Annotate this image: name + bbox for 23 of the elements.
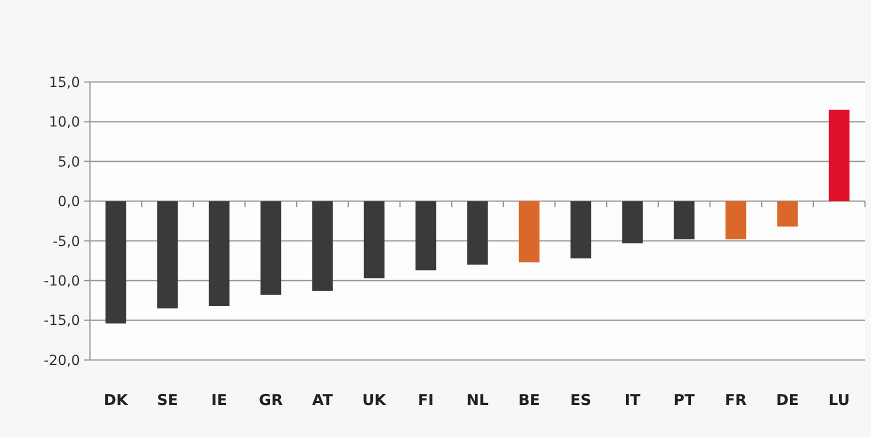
x-tick-label: SE <box>156 391 178 409</box>
x-tick-label: NL <box>466 391 489 409</box>
x-tick-label: DE <box>776 391 799 409</box>
x-tick-label: AT <box>312 391 334 409</box>
x-tick-label: IE <box>211 391 228 409</box>
y-tick-label: -15,0 <box>44 313 80 330</box>
x-tick-label: FI <box>418 391 434 409</box>
y-tick-label: -5,0 <box>52 234 80 250</box>
x-tick-label: DK <box>104 391 130 409</box>
x-tick-label: IT <box>624 391 642 409</box>
y-tick-label: -10,0 <box>44 273 80 290</box>
x-tick-label: PT <box>674 391 696 409</box>
x-tick-label: GR <box>258 391 284 409</box>
y-tick-label: 15,0 <box>48 74 80 91</box>
x-tick-label: BE <box>518 391 540 409</box>
y-tick-label: -20,0 <box>44 352 80 369</box>
x-tick-label: ES <box>570 391 592 409</box>
y-tick-label: 0,0 <box>58 194 80 210</box>
y-tick-label: 10,0 <box>48 114 80 131</box>
x-tick-label: LU <box>828 391 850 409</box>
y-tick-label: 5,0 <box>58 154 80 170</box>
x-tick-label: FR <box>724 391 748 409</box>
x-tick-label: UK <box>362 391 388 409</box>
